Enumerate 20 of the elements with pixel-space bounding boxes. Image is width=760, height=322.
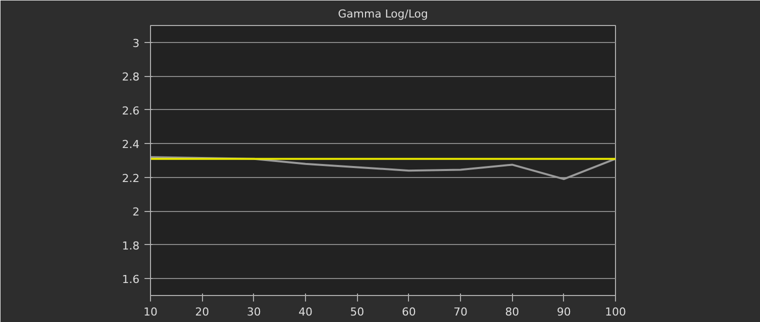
x-tick-label: 20 [195,306,210,318]
x-tick-label: 70 [454,306,468,318]
x-tick-label: 100 [605,306,626,318]
x-tick-label: 40 [298,306,312,318]
y-tick-label: 2.2 [122,172,140,185]
x-tick-label: 80 [505,306,520,318]
y-tick-label: 2 [132,206,140,219]
x-tick-label: 10 [144,306,158,318]
line-series [150,156,616,180]
y-tick-label: 1.6 [122,273,140,286]
x-tick-label: 90 [556,306,571,318]
chart-title: Gamma Log/Log [338,8,428,20]
y-tick-label: 2.4 [122,138,140,152]
y-tick-label: 2.6 [122,104,140,118]
y-tick-label: 1.8 [122,239,140,252]
x-tick-label: 60 [402,306,416,318]
y-tick-label: 3 [132,36,140,50]
y-tick-label: 2.8 [122,70,140,84]
x-tick-label: 50 [350,306,364,318]
x-tick-label: 30 [246,306,261,318]
